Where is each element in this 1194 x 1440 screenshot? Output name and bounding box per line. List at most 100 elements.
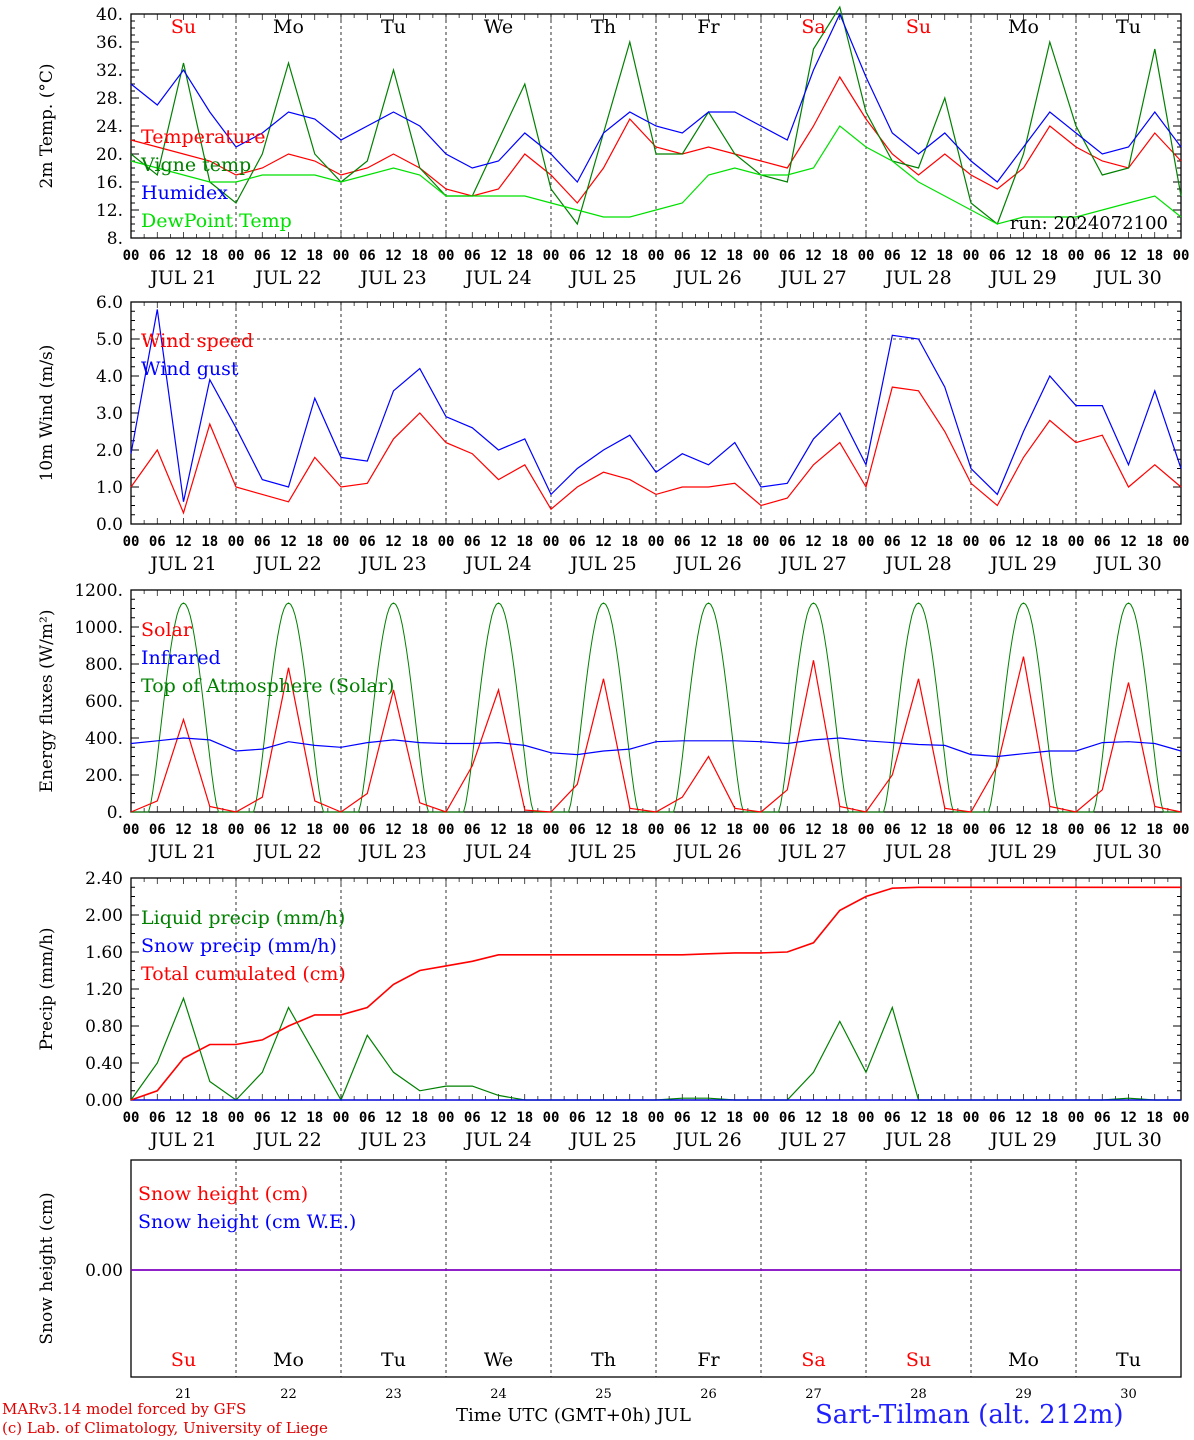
panel-0-y-tick-label: 32. xyxy=(96,61,123,81)
panel-3-hour-label: 18 xyxy=(1146,1110,1163,1126)
panel-3-y-tick-label: 1.20 xyxy=(85,980,123,1000)
panel-1-hour-label: 18 xyxy=(201,534,218,550)
panel-2-hour-label: 12 xyxy=(490,822,507,838)
panel-1-hour-label: 06 xyxy=(569,534,586,550)
panel-0-hour-label: 12 xyxy=(1015,248,1032,264)
panel-1-hour-label: 00 xyxy=(648,534,665,550)
panel-1-hour-label: 12 xyxy=(910,534,927,550)
panel-1-date-label: JUL 24 xyxy=(463,553,531,575)
panel-0-hour-label: 06 xyxy=(254,248,271,264)
panel-0-hour-label: 18 xyxy=(726,248,743,264)
panel-2-hour-label: 00 xyxy=(963,822,980,838)
panel-2-hour-label: 06 xyxy=(989,822,1006,838)
panel-1-y-tick-label: 0.0 xyxy=(96,515,123,535)
panel-0-y-tick-label: 36. xyxy=(96,33,123,53)
day-number-label: 30 xyxy=(1120,1387,1137,1402)
panel-0-hour-label: 00 xyxy=(543,248,560,264)
panel-1-hour-label: 00 xyxy=(753,534,770,550)
panel-2-y-tick-label: 800. xyxy=(85,655,123,675)
panel-2-hour-label: 00 xyxy=(438,822,455,838)
panel-0-hour-label: 06 xyxy=(1094,248,1111,264)
panel-2-hour-label: 06 xyxy=(464,822,481,838)
day-number-label: 22 xyxy=(280,1387,297,1402)
panel-1-date-label: JUL 28 xyxy=(883,553,951,575)
bottom-weekday-label: Sa xyxy=(801,1349,825,1371)
panel-3-legend-entry: Total cumulated (cm) xyxy=(141,963,346,985)
panel-0-hour-label: 00 xyxy=(753,248,770,264)
panel-2-hour-label: 18 xyxy=(516,822,533,838)
panel-3-date-label: JUL 23 xyxy=(358,1129,426,1151)
panel-2-y-axis-label: Energy fluxes (W/m²) xyxy=(37,610,57,793)
panel-2-date-label: JUL 21 xyxy=(148,841,216,863)
panel-1-hour-label: 12 xyxy=(1015,534,1032,550)
panel-0-legend-entry: Temperature xyxy=(141,126,265,148)
panel-3-hour-label: 12 xyxy=(1015,1110,1032,1126)
panel-2-hour-label: 12 xyxy=(385,822,402,838)
panel-2-hour-label: 18 xyxy=(936,822,953,838)
top-weekday-label: Tu xyxy=(1116,16,1141,38)
panel-2-hour-label: 18 xyxy=(726,822,743,838)
panel-2-y-tick-label: 0. xyxy=(107,803,123,823)
panel-1-hour-label: 18 xyxy=(411,534,428,550)
panel-0-hour-label: 06 xyxy=(884,248,901,264)
panel-4-y-axis-label: Snow height (cm) xyxy=(37,1192,57,1344)
panel-2-legend-entry: Top of Atmosphere (Solar) xyxy=(141,675,394,697)
panel-3-date-label: JUL 24 xyxy=(463,1129,531,1151)
panel-2-date-label: JUL 24 xyxy=(463,841,531,863)
panel-3-hour-label: 18 xyxy=(831,1110,848,1126)
panel-1-y-tick-label: 6.0 xyxy=(96,293,123,313)
panel-0-hour-label: 06 xyxy=(149,248,166,264)
panel-1-y-tick-label: 1.0 xyxy=(96,478,123,498)
panel-0-y-tick-label: 8. xyxy=(107,229,123,249)
panel-3-hour-label: 06 xyxy=(149,1110,166,1126)
panel-1-hour-label: 06 xyxy=(464,534,481,550)
model-credit: MARv3.14 model forced by GFS xyxy=(2,1400,247,1418)
panel-1-hour-label: 18 xyxy=(306,534,323,550)
panel-3-hour-label: 00 xyxy=(858,1110,875,1126)
panel-2-hour-label: 06 xyxy=(884,822,901,838)
panel-1-hour-label: 06 xyxy=(149,534,166,550)
panel-3-hour-label: 12 xyxy=(175,1110,192,1126)
panel-3-hour-label: 00 xyxy=(438,1110,455,1126)
panel-2-hour-label: 12 xyxy=(1015,822,1032,838)
panel-3-date-label: JUL 28 xyxy=(883,1129,951,1151)
panel-1-hour-label: 12 xyxy=(175,534,192,550)
panel-1-hour-label: 00 xyxy=(1173,534,1190,550)
panel-3-hour-label: 18 xyxy=(411,1110,428,1126)
panel-0-hour-label: 00 xyxy=(963,248,980,264)
panel-0-date-label: JUL 21 xyxy=(148,267,216,289)
panel-2-hour-label: 12 xyxy=(700,822,717,838)
panel-3-hour-label: 12 xyxy=(1120,1110,1137,1126)
panel-1-legend-entry: Wind speed xyxy=(141,330,253,352)
panel-3-hour-label: 12 xyxy=(490,1110,507,1126)
panel-3-hour-label: 00 xyxy=(963,1110,980,1126)
panel-3-hour-label: 06 xyxy=(359,1110,376,1126)
panel-3-hour-label: 12 xyxy=(385,1110,402,1126)
total-cumulated-cm-line xyxy=(130,886,1181,1101)
panel-0-hour-label: 06 xyxy=(464,248,481,264)
panel-0-date-label: JUL 28 xyxy=(883,267,951,289)
panel-3-y-tick-label: 2.40 xyxy=(85,869,123,889)
panel-1-hour-label: 00 xyxy=(543,534,560,550)
bottom-weekday-label: We xyxy=(484,1349,513,1371)
panel-1-hour-label: 12 xyxy=(280,534,297,550)
panel-1-hour-label: 06 xyxy=(1094,534,1111,550)
panel-2-legend-entry: Solar xyxy=(141,619,193,641)
panel-2-hour-label: 12 xyxy=(910,822,927,838)
panel-0-hour-label: 18 xyxy=(516,248,533,264)
panel-2-hour-label: 12 xyxy=(805,822,822,838)
day-number-label: 29 xyxy=(1015,1387,1032,1402)
panel-3-hour-label: 12 xyxy=(910,1110,927,1126)
panel-1-hour-label: 00 xyxy=(1068,534,1085,550)
panel-3-hour-label: 12 xyxy=(280,1110,297,1126)
panel-1-date-label: JUL 26 xyxy=(673,553,741,575)
panel-0-y-tick-label: 40. xyxy=(96,5,123,25)
panel-4-legend-entry: Snow height (cm W.E.) xyxy=(138,1211,356,1233)
top-weekday-label: Fr xyxy=(697,16,720,38)
panel-3-date-label: JUL 29 xyxy=(988,1129,1056,1151)
panel-0-y-tick-label: 28. xyxy=(96,89,123,109)
panel-1-hour-label: 00 xyxy=(333,534,350,550)
panel-1-date-label: JUL 25 xyxy=(568,553,636,575)
panel-0-hour-label: 00 xyxy=(123,248,140,264)
panel-2-date-label: JUL 22 xyxy=(253,841,321,863)
